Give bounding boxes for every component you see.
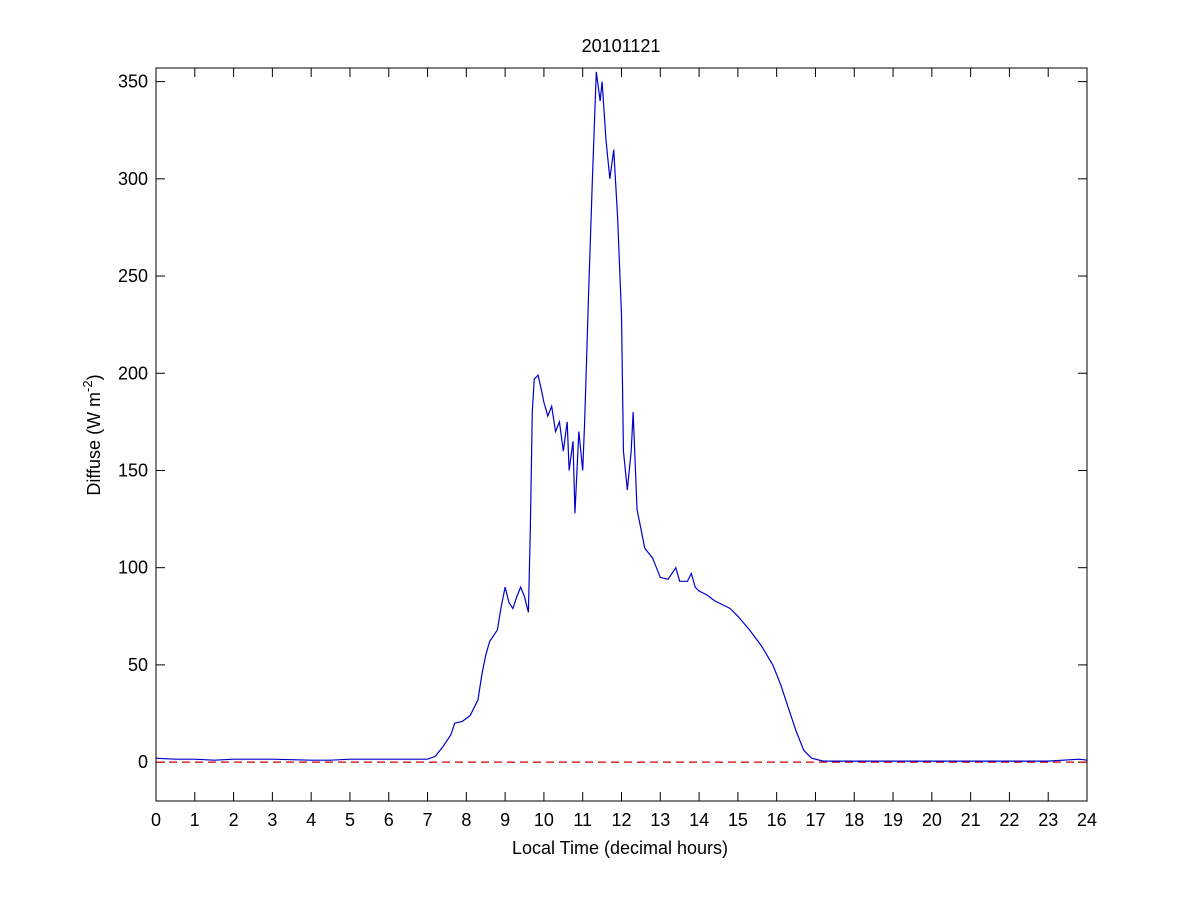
x-tick-label: 3	[267, 810, 277, 830]
x-tick-label: 14	[689, 810, 709, 830]
y-tick-label: 0	[138, 752, 148, 772]
x-tick-label: 12	[611, 810, 631, 830]
x-tick-label: 10	[534, 810, 554, 830]
y-axis-label: Diffuse (W m-2)	[80, 374, 104, 495]
x-tick-label: 9	[500, 810, 510, 830]
x-axis-label: Local Time (decimal hours)	[512, 838, 728, 858]
chart-title: 20101121	[582, 36, 661, 56]
x-tick-label: 19	[883, 810, 903, 830]
y-tick-label: 150	[118, 460, 148, 480]
y-axis-label-text: Diffuse (W m	[84, 392, 104, 496]
x-tick-label: 23	[1038, 810, 1058, 830]
x-tick-label: 22	[999, 810, 1019, 830]
x-tick-label: 11	[573, 810, 592, 830]
y-tick-label: 200	[118, 363, 148, 383]
x-tick-label: 7	[423, 810, 433, 830]
y-tick-label: 300	[118, 169, 148, 189]
x-tick-label: 2	[229, 810, 239, 830]
data-line	[155, 71, 1088, 762]
x-tick-label: 5	[345, 810, 355, 830]
y-tick-label: 250	[118, 266, 148, 286]
y-axis-label-sup: -2	[80, 380, 95, 392]
x-tick-label: 4	[306, 810, 316, 830]
plot-frame	[155, 67, 1088, 802]
x-tick-label: 20	[922, 810, 942, 830]
y-tick-label: 100	[118, 558, 148, 578]
x-tick-label: 17	[805, 810, 825, 830]
y-axis-label-end: )	[84, 374, 104, 380]
y-tick-label: 50	[128, 655, 148, 675]
x-tick-label: 24	[1077, 810, 1097, 830]
x-tick-label: 15	[728, 810, 748, 830]
x-tick-label: 8	[461, 810, 471, 830]
x-tick-label: 18	[844, 810, 864, 830]
x-tick-label: 6	[384, 810, 394, 830]
x-tick-label: 0	[151, 810, 161, 830]
x-tick-label: 16	[767, 810, 787, 830]
x-tick-label: 1	[190, 810, 200, 830]
x-tick-label: 21	[961, 810, 981, 830]
x-tick-label: 13	[650, 810, 670, 830]
y-tick-label: 350	[118, 72, 148, 92]
